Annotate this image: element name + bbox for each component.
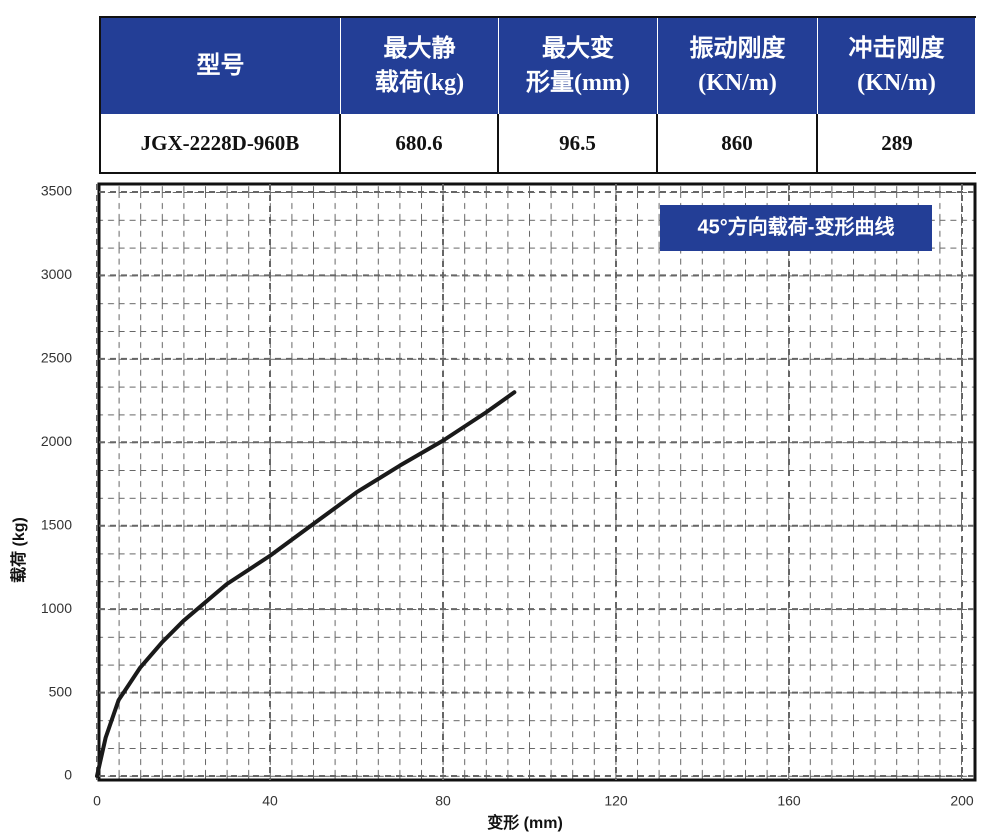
body-cell: 680.6 xyxy=(341,114,499,172)
y-tick-label: 3000 xyxy=(41,266,72,282)
y-axis-title: 载荷 (kg) xyxy=(10,517,28,583)
header-cell: 振动刚度 (KN/m) xyxy=(658,18,818,114)
x-tick-label: 160 xyxy=(777,793,801,809)
header-text: 冲击刚度 xyxy=(848,36,945,62)
y-tick-label: 500 xyxy=(49,683,73,699)
y-tick-label: 1000 xyxy=(41,600,72,616)
y-tick-label: 2000 xyxy=(41,433,72,449)
y-tick-label: 0 xyxy=(64,767,72,783)
header-text: 振动刚度 xyxy=(689,36,786,62)
x-tick-label: 200 xyxy=(950,793,974,809)
plot-frame xyxy=(97,182,977,782)
y-tick-label: 1500 xyxy=(41,516,72,532)
body-cell: 289 xyxy=(818,114,976,172)
header-text: 型号 xyxy=(196,53,245,79)
header-cell: 最大变形量(mm) xyxy=(499,18,658,114)
body-cell: 96.5 xyxy=(499,114,658,172)
x-axis-title: 变形 (mm) xyxy=(487,813,563,832)
body-cell: 860 xyxy=(658,114,818,172)
chart-title: 45°方向载荷-变形曲线 xyxy=(698,214,895,238)
x-tick-label: 120 xyxy=(604,793,628,809)
header-text: 最大静 xyxy=(383,36,456,62)
title-box xyxy=(660,205,932,251)
header-text: (KN/m) xyxy=(698,70,777,96)
x-tick-label: 80 xyxy=(435,793,451,809)
y-tick-label: 2500 xyxy=(41,350,72,366)
x-tick-label: 40 xyxy=(262,793,278,809)
header-text: (KN/m) xyxy=(857,70,936,96)
data-line xyxy=(95,390,517,778)
spec-table: 型号 最大静 载荷(kg) 最大变 形量(mm) 振动刚度 (KN/m) 冲击刚度 (KN/m)… xyxy=(99,16,976,174)
body-cell: JGX-2228D-960B xyxy=(101,114,341,172)
header-cell: 型号 xyxy=(101,18,341,114)
x-tick-label: 0 xyxy=(93,793,101,809)
header-cell: 冲击刚度 (KN/m) xyxy=(818,18,976,114)
header-text: 最大变 xyxy=(542,36,614,62)
y-tick-label: 3500 xyxy=(41,183,72,199)
header-cell: 最大静载荷(kg) xyxy=(341,18,499,114)
header-text: 形量(mm) xyxy=(526,70,630,96)
minor-grid xyxy=(99,184,975,780)
header-text: 载荷(kg) xyxy=(374,70,465,96)
